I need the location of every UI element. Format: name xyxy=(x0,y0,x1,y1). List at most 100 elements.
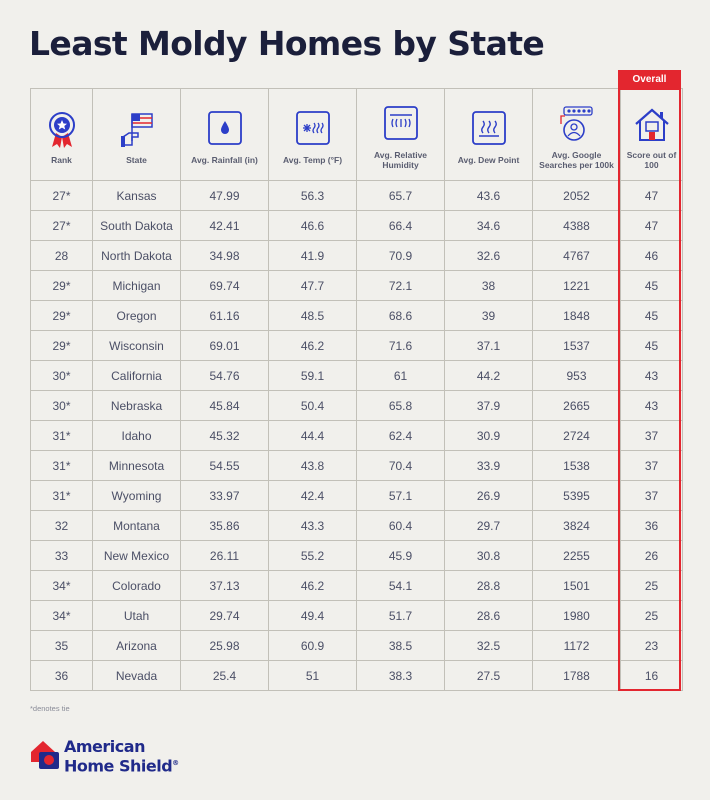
cell-rainfall: 25.4 xyxy=(180,660,269,691)
cell-rainfall: 61.16 xyxy=(180,300,269,331)
cell-rank: 29* xyxy=(30,330,93,361)
cell-state: North Dakota xyxy=(92,240,181,271)
cell-searches: 2724 xyxy=(532,420,621,451)
column-header-searches: Avg. Google Searches per 100k xyxy=(532,88,621,181)
cell-humidity: 62.4 xyxy=(356,420,445,451)
cell-rainfall: 37.13 xyxy=(180,570,269,601)
registered-mark: ® xyxy=(172,758,179,767)
brand-logo: American Home Shield® xyxy=(30,738,179,775)
cell-searches: 953 xyxy=(532,360,621,391)
cell-state: New Mexico xyxy=(92,540,181,571)
column-label: Avg. Relative Humidity xyxy=(373,149,428,170)
table-row: 32 Montana 35.86 43.3 60.4 29.7 3824 36 xyxy=(30,510,683,541)
cell-searches: 1788 xyxy=(532,660,621,691)
cell-temp: 51 xyxy=(268,660,357,691)
table-row: 35 Arizona 25.98 60.9 38.5 32.5 1172 23 xyxy=(30,630,683,661)
cell-searches: 1848 xyxy=(532,300,621,331)
cell-humidity: 66.4 xyxy=(356,210,445,241)
cell-temp: 44.4 xyxy=(268,420,357,451)
cell-rainfall: 35.86 xyxy=(180,510,269,541)
cell-rank: 34* xyxy=(30,600,93,631)
brand-line-2: Home Shield xyxy=(64,756,173,776)
cell-state: South Dakota xyxy=(92,210,181,241)
cell-rank: 27* xyxy=(30,210,93,241)
cell-rank: 30* xyxy=(30,390,93,421)
cell-temp: 50.4 xyxy=(268,390,357,421)
table-row: 27* Kansas 47.99 56.3 65.7 43.6 2052 47 xyxy=(30,180,683,211)
temperature-icon xyxy=(271,110,354,149)
cell-state: Montana xyxy=(92,510,181,541)
header-row: Rank State xyxy=(30,88,683,181)
cell-rank: 31* xyxy=(30,480,93,511)
cell-score: 37 xyxy=(620,450,683,481)
table-row: 27* South Dakota 42.41 46.6 66.4 34.6 4388 47 xyxy=(30,210,683,241)
cell-humidity: 71.6 xyxy=(356,330,445,361)
humidity-icon xyxy=(359,105,442,144)
cell-temp: 47.7 xyxy=(268,270,357,301)
table-row: 31* Minnesota 54.55 43.8 70.4 33.9 1538 37 xyxy=(30,450,683,481)
cell-dew-point: 30.8 xyxy=(444,540,533,571)
cell-rank: 31* xyxy=(30,420,93,451)
table-row: 31* Wyoming 33.97 42.4 57.1 26.9 5395 37 xyxy=(30,480,683,511)
cell-temp: 41.9 xyxy=(268,240,357,271)
cell-state: Minnesota xyxy=(92,450,181,481)
cell-rank: 30* xyxy=(30,360,93,391)
cell-score: 47 xyxy=(620,210,683,241)
cell-score: 16 xyxy=(620,660,683,691)
cell-searches: 5395 xyxy=(532,480,621,511)
column-label: Avg. Temp (°F) xyxy=(282,154,343,165)
cell-rank: 29* xyxy=(30,270,93,301)
cell-temp: 46.2 xyxy=(268,330,357,361)
cell-humidity: 38.3 xyxy=(356,660,445,691)
cell-dew-point: 38 xyxy=(444,270,533,301)
cell-rainfall: 69.74 xyxy=(180,270,269,301)
overall-badge: Overall xyxy=(618,70,681,89)
ribbon-award-icon xyxy=(33,111,90,149)
table-row: 30* Nebraska 45.84 50.4 65.8 37.9 2665 43 xyxy=(30,390,683,421)
column-header-temp: Avg. Temp (°F) xyxy=(268,88,357,181)
cell-dew-point: 37.1 xyxy=(444,330,533,361)
column-label: State xyxy=(126,154,147,165)
cell-dew-point: 28.8 xyxy=(444,570,533,601)
cell-score: 45 xyxy=(620,270,683,301)
cell-searches: 2052 xyxy=(532,180,621,211)
cell-state: Wyoming xyxy=(92,480,181,511)
footnote: *denotes tie xyxy=(30,704,70,713)
page-title: Least Moldy Homes by State xyxy=(29,24,545,63)
table-body: 27* Kansas 47.99 56.3 65.7 43.6 2052 47 27* South… xyxy=(30,180,683,691)
cell-score: 25 xyxy=(620,570,683,601)
cell-searches: 1172 xyxy=(532,630,621,661)
cell-searches: 1501 xyxy=(532,570,621,601)
cell-dew-point: 37.9 xyxy=(444,390,533,421)
cell-humidity: 38.5 xyxy=(356,630,445,661)
table-row: 36 Nevada 25.4 51 38.3 27.5 1788 16 xyxy=(30,660,683,691)
table-row: 29* Michigan 69.74 47.7 72.1 38 1221 45 xyxy=(30,270,683,301)
cell-searches: 2665 xyxy=(532,390,621,421)
cell-humidity: 68.6 xyxy=(356,300,445,331)
cell-score: 37 xyxy=(620,480,683,511)
cell-humidity: 61 xyxy=(356,360,445,391)
cell-rainfall: 47.99 xyxy=(180,180,269,211)
cell-rank: 36 xyxy=(30,660,93,691)
cell-searches: 1980 xyxy=(532,600,621,631)
cell-dew-point: 26.9 xyxy=(444,480,533,511)
cell-humidity: 72.1 xyxy=(356,270,445,301)
table-row: 29* Wisconsin 69.01 46.2 71.6 37.1 1537 45 xyxy=(30,330,683,361)
cell-temp: 46.2 xyxy=(268,570,357,601)
cell-rank: 35 xyxy=(30,630,93,661)
cell-state: Kansas xyxy=(92,180,181,211)
cell-state: Arizona xyxy=(92,630,181,661)
cell-dew-point: 32.6 xyxy=(444,240,533,271)
cell-searches: 1538 xyxy=(532,450,621,481)
cell-score: 45 xyxy=(620,300,683,331)
cell-dew-point: 27.5 xyxy=(444,660,533,691)
column-header-humidity: Avg. Relative Humidity xyxy=(356,88,445,181)
cell-rank: 33 xyxy=(30,540,93,571)
column-label: Score out of 100 xyxy=(626,149,677,170)
cell-humidity: 60.4 xyxy=(356,510,445,541)
cell-searches: 4388 xyxy=(532,210,621,241)
cell-rainfall: 42.41 xyxy=(180,210,269,241)
cell-rank: 28 xyxy=(30,240,93,271)
cell-dew-point: 32.5 xyxy=(444,630,533,661)
cell-state: Wisconsin xyxy=(92,330,181,361)
